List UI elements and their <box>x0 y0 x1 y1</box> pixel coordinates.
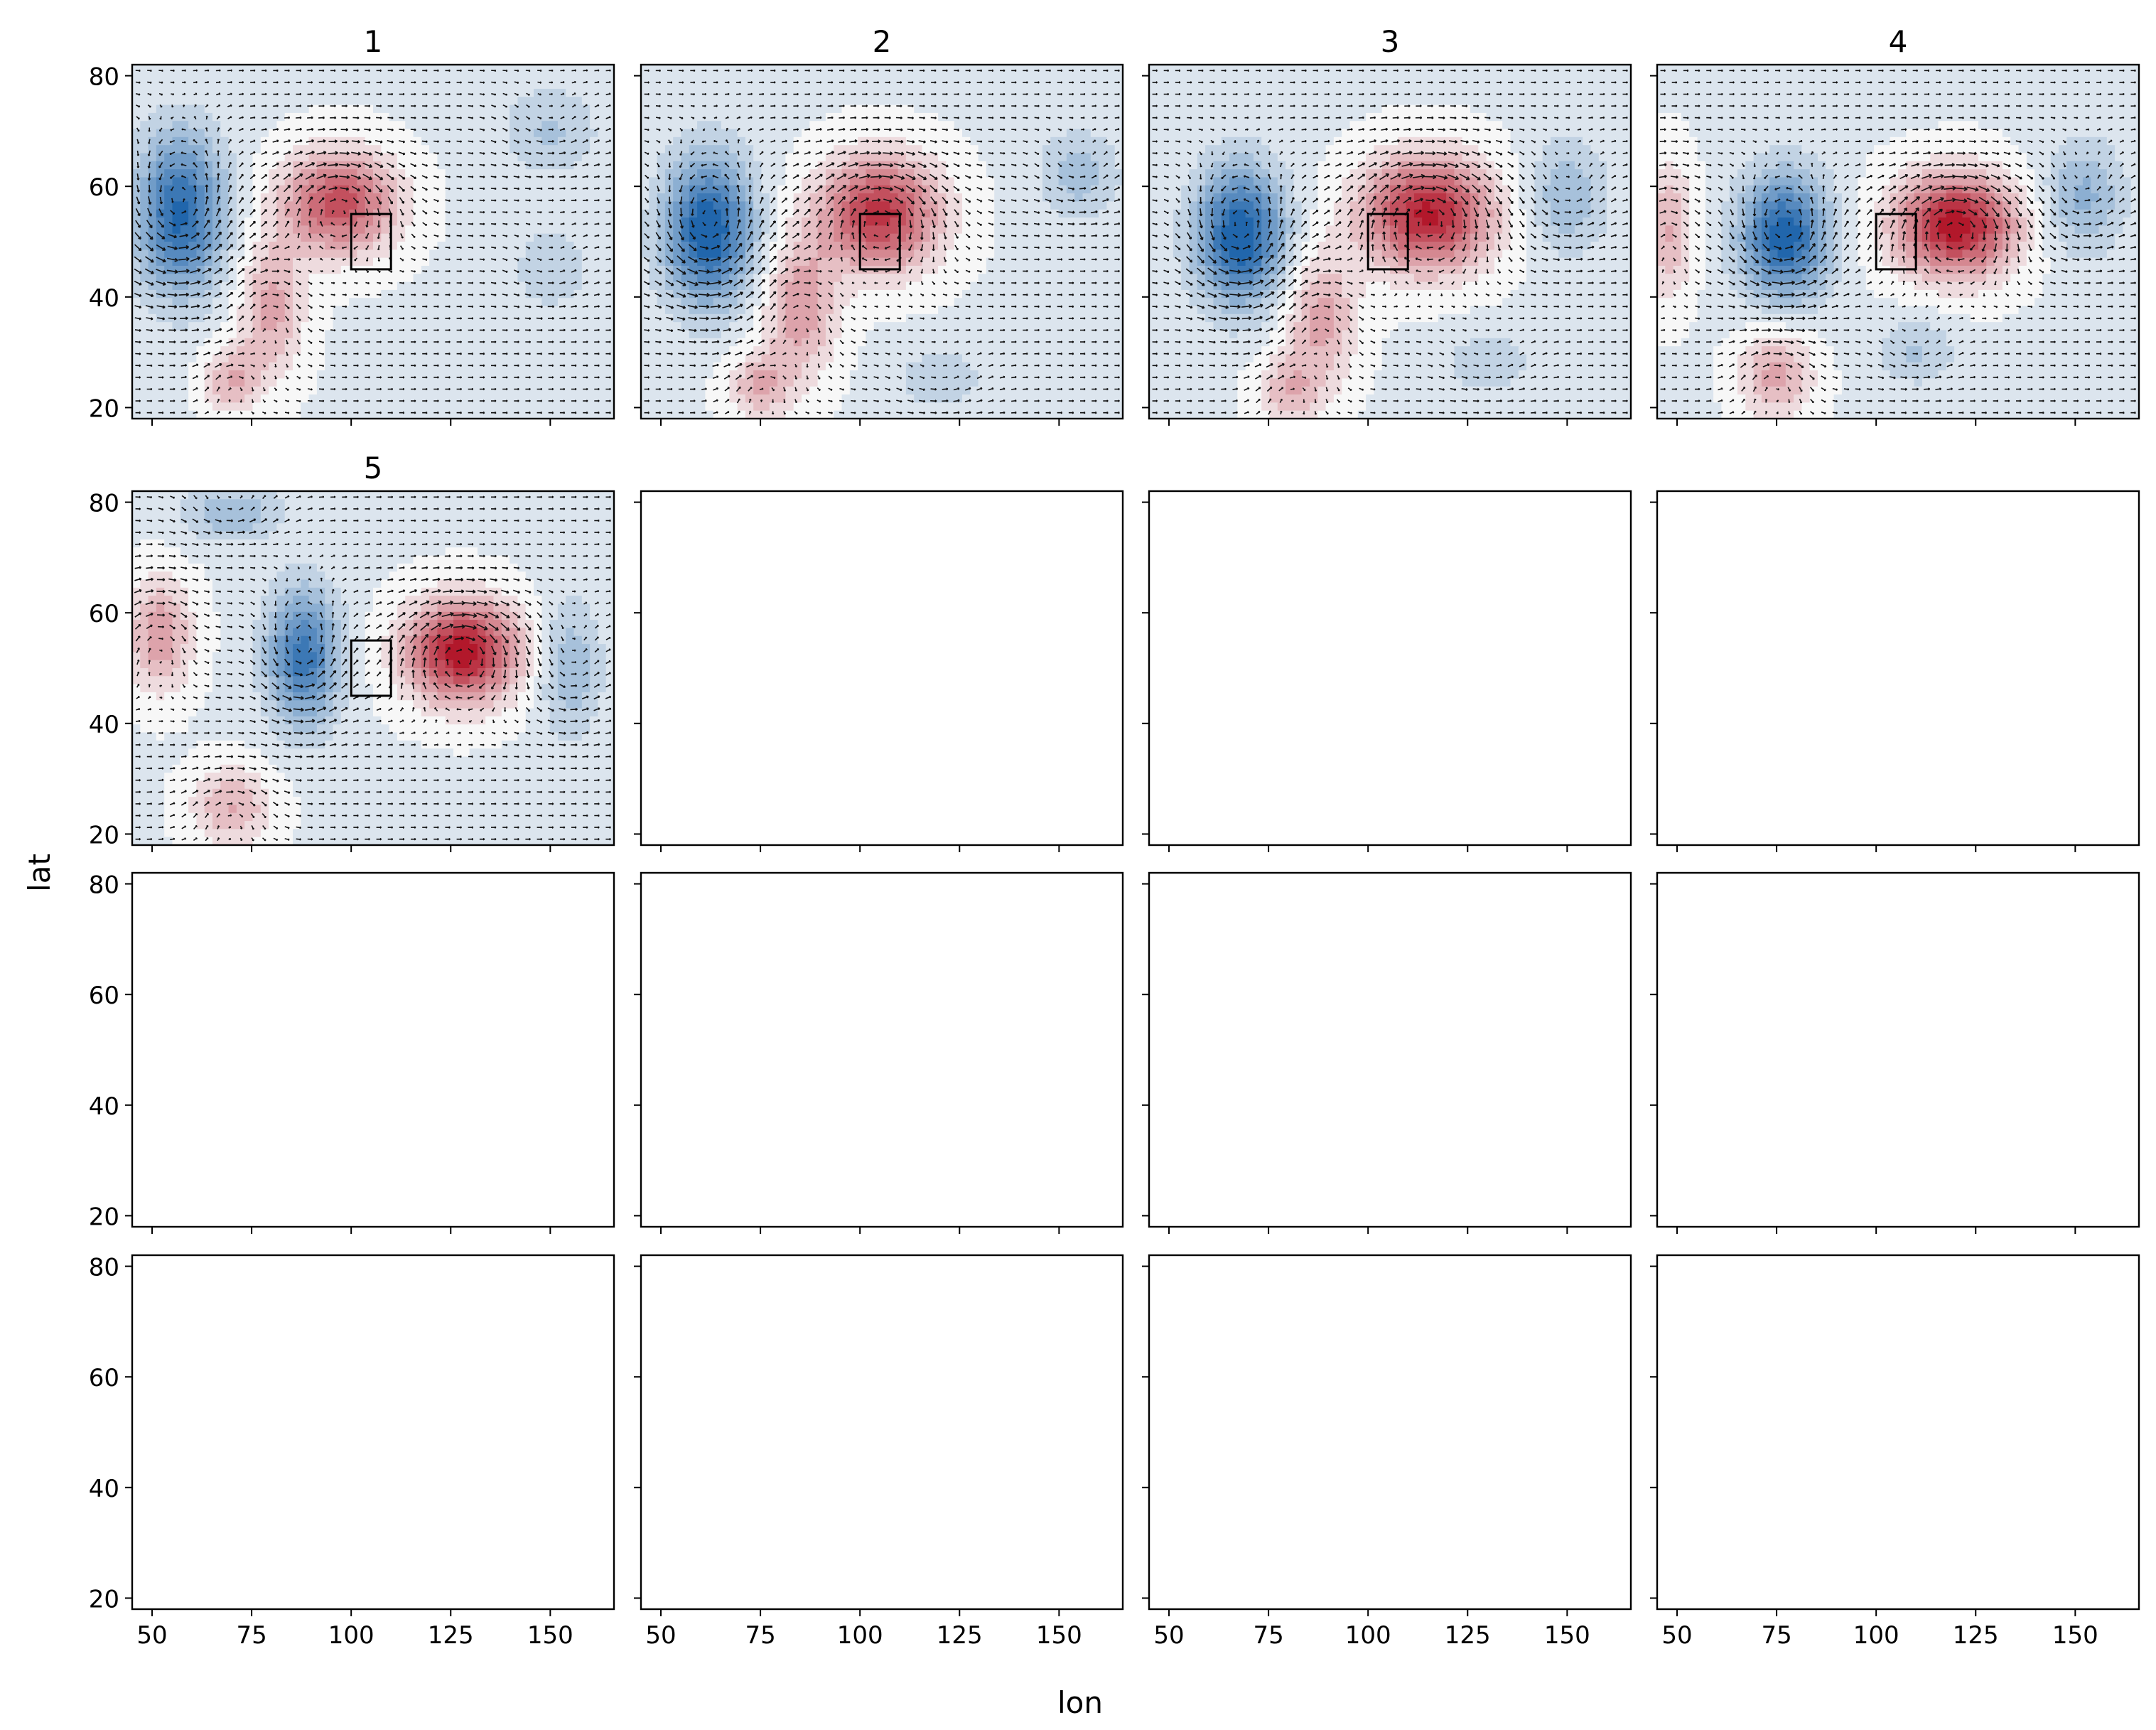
panel-grid: 1 20 40 60 80 2 3 4 5 20 40 60 80 20 40 60 80 20 40 60 80 50 7… <box>89 24 2140 1650</box>
y-tick-label: 60 <box>89 1364 119 1392</box>
panel-11 <box>1142 871 1632 1234</box>
wind-vectors <box>643 69 1121 415</box>
panel-15: 50 75 100 125 150 <box>1142 1254 1632 1650</box>
x-tick-label: 75 <box>236 1621 266 1650</box>
panel-8 <box>1650 490 2140 852</box>
panel-frame <box>1656 1254 2140 1611</box>
x-tick-label: 100 <box>1345 1621 1391 1650</box>
panel-1: 1 20 40 60 80 <box>89 24 615 426</box>
panel-frame <box>1656 63 2140 420</box>
panel-frame <box>1148 490 1632 847</box>
y-tick-label: 40 <box>89 284 119 313</box>
y-tick-label: 40 <box>89 711 119 739</box>
panel-frame <box>131 1254 615 1611</box>
x-tick-label: 100 <box>1853 1621 1899 1650</box>
panel-frame <box>131 871 615 1228</box>
panel-3: 3 <box>1142 24 1632 426</box>
x-tick-label: 50 <box>1153 1621 1184 1650</box>
panel-title: 1 <box>364 24 383 59</box>
y-tick-label: 80 <box>89 490 119 518</box>
y-tick-label: 20 <box>89 394 119 423</box>
x-tick-label: 125 <box>1445 1621 1491 1650</box>
x-tick-label: 75 <box>1761 1621 1791 1650</box>
panel-frame <box>1656 490 2140 847</box>
y-tick-label: 80 <box>89 871 119 900</box>
panel-9: 20 40 60 80 <box>89 871 615 1234</box>
panel-title: 3 <box>1381 24 1400 59</box>
y-tick-label: 20 <box>89 821 119 849</box>
y-tick-label: 80 <box>89 1254 119 1282</box>
y-tick-label: 80 <box>89 63 119 92</box>
wind-vectors <box>1152 69 1629 415</box>
panel-title: 5 <box>364 451 383 485</box>
y-tick-label: 60 <box>89 173 119 202</box>
x-tick-label: 125 <box>1953 1621 1999 1650</box>
y-axis-label: lat <box>22 854 57 892</box>
panel-frame <box>640 63 1124 420</box>
panel-frame <box>1148 871 1632 1228</box>
panel-7 <box>1142 490 1632 852</box>
panel-5: 5 20 40 60 80 <box>89 451 615 852</box>
x-tick-label: 125 <box>428 1621 474 1650</box>
box-region <box>1367 213 1409 271</box>
wind-vectors <box>1659 69 2137 415</box>
y-tick-label: 60 <box>89 982 119 1010</box>
x-tick-label: 100 <box>837 1621 883 1650</box>
box-region <box>858 213 901 271</box>
panel-frame <box>640 871 1124 1228</box>
panel-16: 50 75 100 125 150 <box>1650 1254 2140 1650</box>
panel-2: 2 <box>634 24 1124 426</box>
y-tick-label: 20 <box>89 1585 119 1613</box>
x-tick-label: 150 <box>2052 1621 2098 1650</box>
panel-13: 20 40 60 80 50 75 100 125 150 <box>89 1254 615 1650</box>
y-tick-label: 60 <box>89 600 119 628</box>
x-tick-label: 75 <box>1253 1621 1283 1650</box>
panel-6 <box>634 490 1124 852</box>
x-tick-label: 150 <box>527 1621 573 1650</box>
box-region <box>350 213 392 271</box>
y-tick-label: 40 <box>89 1092 119 1121</box>
wind-vectors <box>134 69 612 415</box>
heatmap-field <box>1657 65 2139 419</box>
heatmap-field <box>132 65 614 419</box>
x-tick-label: 125 <box>937 1621 983 1650</box>
panel-frame <box>131 490 615 847</box>
heatmap-field <box>641 65 1123 419</box>
x-tick-label: 100 <box>328 1621 374 1650</box>
panel-frame <box>1148 63 1632 420</box>
box-region <box>1875 213 1917 271</box>
panel-title: 2 <box>873 24 892 59</box>
panel-frame <box>640 490 1124 847</box>
heatmap-field <box>132 491 614 845</box>
panel-frame <box>131 63 615 420</box>
heatmap-field <box>1149 65 1631 419</box>
panel-4: 4 <box>1650 24 2140 426</box>
box-region <box>350 639 392 697</box>
x-tick-label: 150 <box>1036 1621 1082 1650</box>
x-tick-label: 150 <box>1544 1621 1590 1650</box>
x-tick-label: 50 <box>1661 1621 1692 1650</box>
panel-10 <box>634 871 1124 1234</box>
panel-title: 4 <box>1889 24 1908 59</box>
panel-frame <box>640 1254 1124 1611</box>
panel-frame <box>1148 1254 1632 1611</box>
y-tick-label: 40 <box>89 1475 119 1503</box>
y-tick-label: 20 <box>89 1203 119 1231</box>
panel-12 <box>1650 871 2140 1234</box>
x-tick-label: 50 <box>136 1621 167 1650</box>
panel-frame <box>1656 871 2140 1228</box>
x-tick-label: 50 <box>645 1621 676 1650</box>
x-axis-label: lon <box>1057 1685 1103 1720</box>
wind-vectors <box>134 495 612 842</box>
panel-14: 50 75 100 125 150 <box>634 1254 1124 1650</box>
x-tick-label: 75 <box>745 1621 775 1650</box>
